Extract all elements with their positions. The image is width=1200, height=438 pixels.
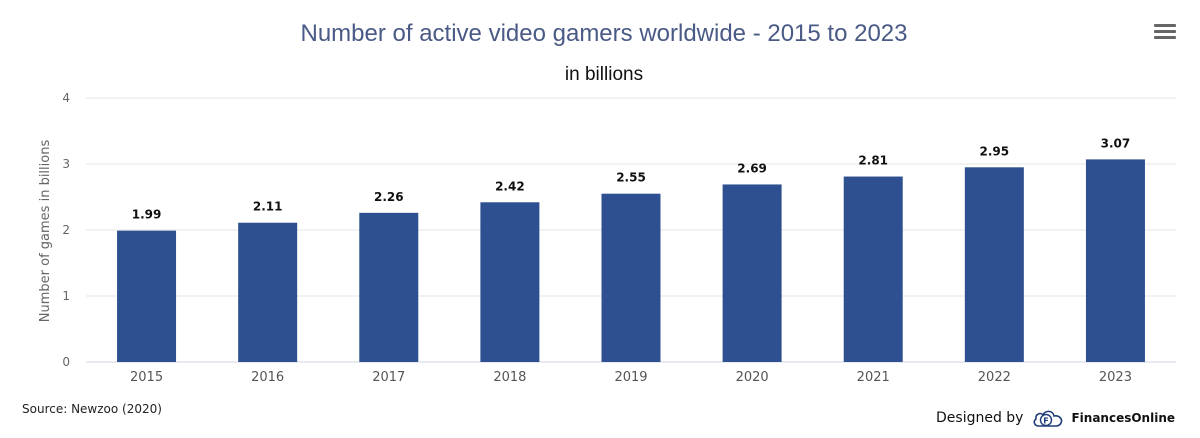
data-label: 3.07 — [1101, 136, 1131, 150]
bar[interactable] — [117, 230, 177, 362]
x-tick-label: 2021 — [857, 370, 890, 385]
y-tick-label: 3 — [62, 157, 70, 171]
data-label: 2.11 — [253, 200, 283, 214]
y-axis-label: Number of games in billions — [38, 140, 53, 323]
brand-name: FinancesOnline — [1071, 411, 1176, 425]
data-label: 2.69 — [737, 161, 767, 175]
data-label: 2.95 — [980, 144, 1010, 158]
x-tick-label: 2023 — [1099, 370, 1132, 385]
y-tick-label: 1 — [62, 289, 70, 303]
data-label: 2.55 — [616, 171, 646, 185]
y-tick-label: 4 — [62, 91, 70, 105]
x-tick-label: 2020 — [736, 370, 769, 385]
bar[interactable] — [480, 202, 540, 362]
designed-by-label: Designed by — [936, 410, 1024, 426]
bar[interactable] — [843, 176, 903, 362]
cloud-f-logo-icon: F — [1033, 410, 1063, 427]
svg-text:F: F — [1044, 417, 1049, 426]
data-label: 2.42 — [495, 179, 525, 193]
y-tick-label: 0 — [62, 355, 70, 369]
x-tick-label: 2019 — [614, 370, 647, 385]
data-label: 1.99 — [132, 208, 162, 222]
bar[interactable] — [359, 212, 419, 362]
x-tick-label: 2016 — [251, 370, 284, 385]
source-note: Source: Newzoo (2020) — [22, 402, 162, 416]
bar[interactable] — [722, 184, 782, 362]
x-tick-label: 2015 — [130, 370, 163, 385]
x-tick-label: 2018 — [493, 370, 526, 385]
chart-subtitle: in billions — [565, 64, 643, 85]
bar[interactable] — [964, 167, 1024, 362]
bar[interactable] — [1085, 159, 1145, 362]
bar[interactable] — [238, 222, 298, 362]
x-tick-label: 2022 — [978, 370, 1011, 385]
bar[interactable] — [601, 193, 661, 362]
y-tick-label: 2 — [62, 223, 70, 237]
hamburger-menu-icon[interactable] — [1154, 24, 1176, 42]
data-label: 2.81 — [858, 154, 888, 168]
x-tick-label: 2017 — [372, 370, 405, 385]
designed-by: Designed by F FinancesOnline — [936, 407, 1175, 429]
chart-title: Number of active video gamers worldwide … — [301, 20, 908, 47]
data-label: 2.26 — [374, 190, 404, 204]
